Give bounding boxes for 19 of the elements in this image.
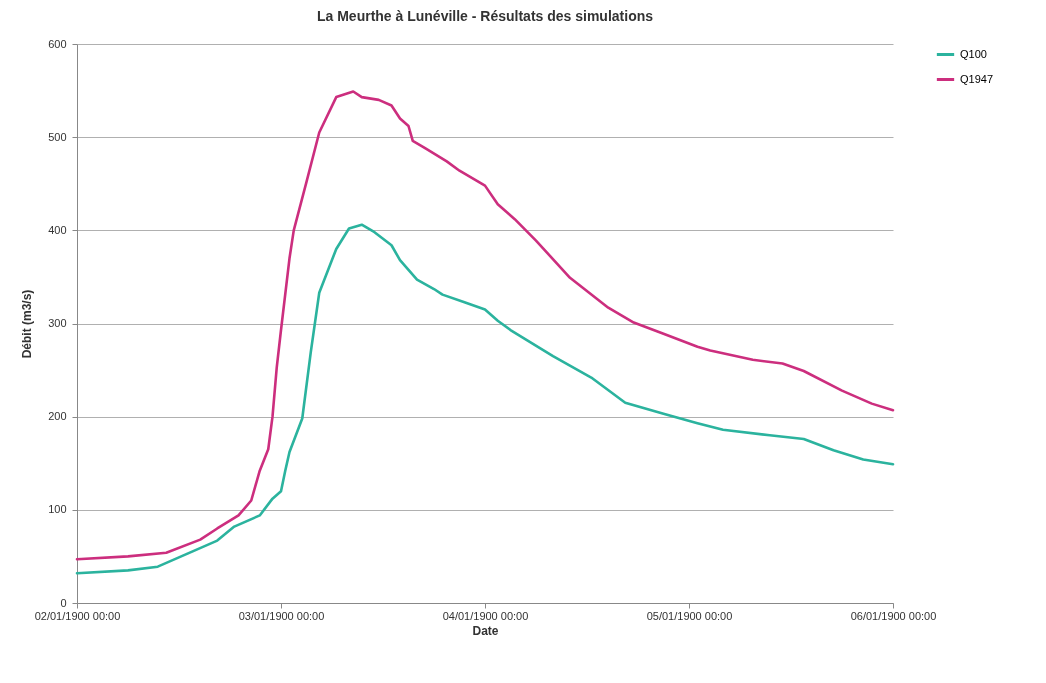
chart-title: La Meurthe à Lunéville - Résultats des simulations [316,8,654,24]
y-tick-label: 300 [48,317,67,329]
y-tick-label: 400 [48,223,67,236]
y-axis-title: Débit (m3/s) [20,289,35,359]
x-tick-label: 06/01/1900 00:00 [850,609,937,622]
line-series [75,223,895,575]
y-tick-label: 200 [48,410,67,423]
x-axis-title: Date [472,623,499,638]
y-tick-label: 500 [48,130,67,143]
y-tick-label: 0 [60,596,67,609]
x-tick-label: 05/01/1900 00:00 [646,609,733,622]
x-tick-label: 03/01/1900 00:00 [238,609,325,622]
legend-label: Q1947 [960,72,994,85]
x-tick-label: 04/01/1900 00:00 [442,609,529,622]
x-tick-label: 02/01/1900 00:00 [34,609,121,622]
line-series [75,90,895,561]
y-tick-label: 600 [48,37,67,50]
y-tick-label: 100 [48,503,67,516]
legend-label: Q100 [960,47,987,60]
